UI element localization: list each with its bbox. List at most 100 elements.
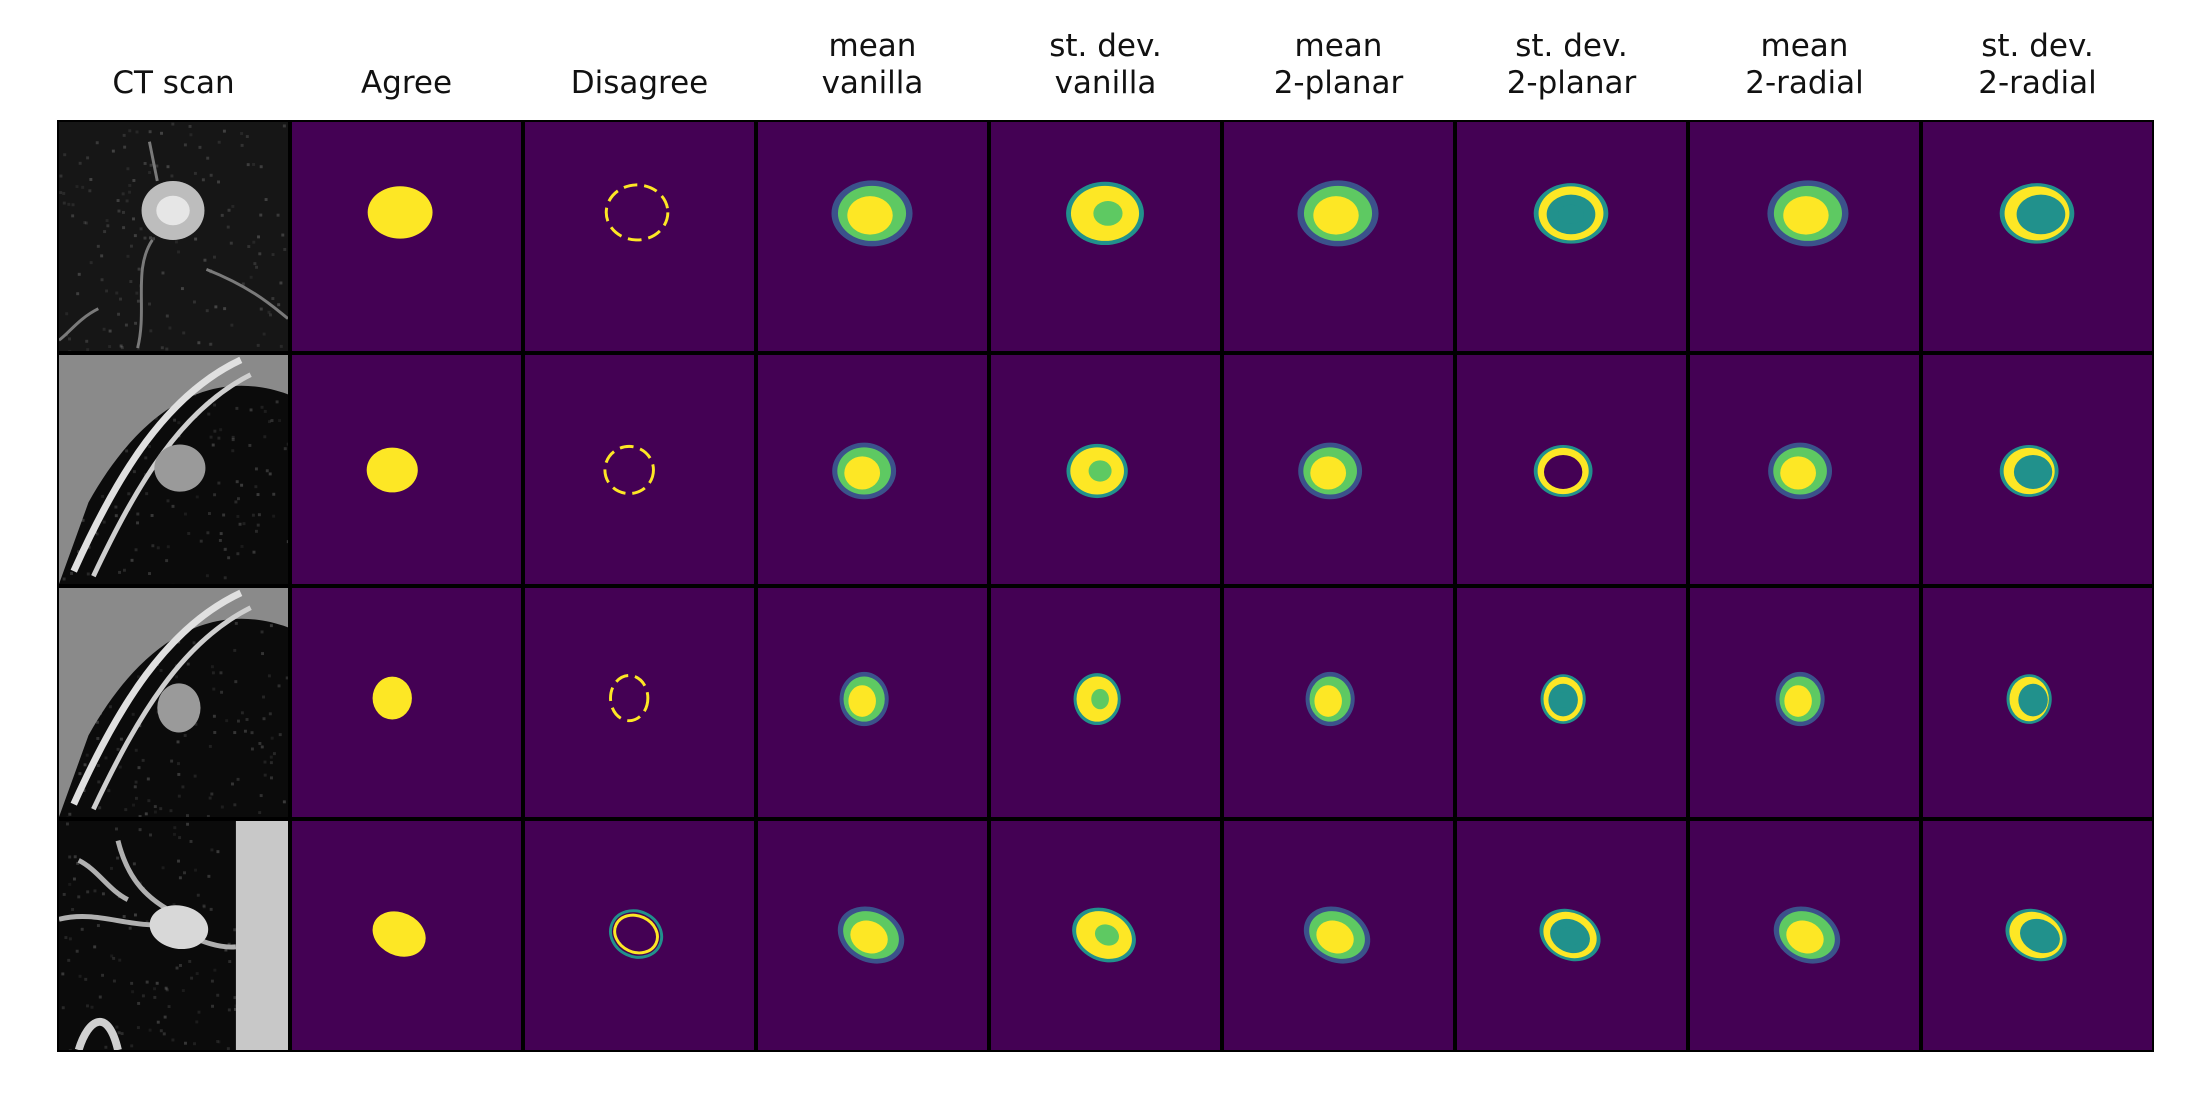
ct-noise — [121, 192, 125, 196]
ct-noise — [90, 1005, 94, 1009]
ct-noise — [209, 173, 213, 177]
ct-noise — [188, 959, 192, 963]
ct-noise — [267, 674, 271, 678]
ct-noise — [76, 861, 80, 865]
ct-noise — [213, 731, 217, 734]
disagree-outline — [609, 673, 650, 723]
ct-noise — [196, 893, 200, 897]
ct-noise — [213, 403, 217, 407]
ct-noise — [118, 765, 122, 769]
map-cell — [1455, 353, 1688, 586]
ct-noise — [172, 903, 176, 907]
ct-noise — [165, 559, 169, 563]
std-center-fill — [1558, 204, 1584, 225]
ct-noise — [248, 443, 252, 447]
ct-noise — [224, 948, 228, 952]
map-cell — [1921, 819, 2154, 1052]
ct-noise — [268, 472, 272, 476]
ct-scan-cell — [57, 120, 290, 353]
ct-noise — [240, 143, 244, 147]
ct-noise — [236, 719, 240, 723]
ct-noise — [62, 201, 66, 205]
ct-noise — [156, 546, 160, 550]
ct-noise — [216, 993, 220, 997]
ct-noise — [275, 400, 279, 404]
ct-noise — [197, 1010, 201, 1014]
ct-noise — [83, 763, 87, 767]
ct-noise — [276, 213, 280, 217]
ct-noise — [166, 545, 170, 549]
ct-noise — [252, 240, 256, 244]
nodule-core — [156, 195, 190, 226]
ct-noise — [220, 805, 224, 809]
ct-noise — [159, 1029, 163, 1033]
ct-noise — [258, 252, 262, 256]
ct-noise — [173, 826, 177, 830]
ct-noise — [63, 153, 67, 157]
ct-noise — [112, 979, 116, 983]
ct-noise — [269, 761, 273, 765]
ct-noise — [186, 822, 190, 826]
std-center-fill — [1555, 692, 1572, 708]
ct-noise — [211, 443, 215, 447]
mean-core — [1783, 196, 1829, 235]
ct-noise — [218, 538, 222, 542]
ct-noise — [88, 189, 92, 193]
ct-noise — [217, 180, 220, 184]
ct-noise — [116, 856, 120, 860]
ct-noise — [173, 418, 177, 422]
ct-noise — [263, 435, 267, 439]
ct-noise — [136, 512, 140, 516]
ct-noise — [241, 282, 245, 286]
vessel — [59, 141, 288, 349]
ct-noise — [211, 1004, 214, 1008]
ct-noise — [96, 764, 100, 768]
ct-noise — [202, 905, 206, 909]
column-title: mean 2-planar — [1273, 28, 1404, 101]
ct-noise — [110, 866, 113, 870]
ct-noise — [181, 989, 185, 993]
segmentation-map — [837, 906, 905, 964]
segmentation-map — [1540, 674, 1586, 724]
ct-noise — [151, 544, 155, 548]
ct-noise — [243, 729, 247, 733]
ct-noise — [126, 254, 130, 258]
ct-noise — [137, 1001, 141, 1005]
mean-core — [847, 196, 893, 235]
ct-noise — [177, 859, 180, 863]
segmentation-map — [1768, 442, 1833, 500]
ct-noise — [245, 135, 249, 139]
ct-noise — [277, 684, 281, 688]
ct-noise — [263, 760, 267, 764]
map-cell — [290, 586, 523, 819]
ct-noise — [217, 140, 221, 144]
ct-scan-image — [59, 122, 288, 351]
ct-noise — [212, 687, 216, 691]
ct-noise — [271, 253, 275, 257]
ct-noise — [68, 937, 72, 941]
ct-noise — [133, 234, 137, 238]
map-image — [1298, 442, 1363, 500]
ct-noise — [253, 262, 257, 266]
ct-noise — [149, 833, 152, 837]
std-center-fill — [1559, 927, 1581, 945]
std-core — [1094, 924, 1119, 946]
chest-wall — [59, 588, 288, 817]
ct-noise — [260, 630, 264, 634]
ct-noise — [209, 907, 213, 911]
ct-noise — [233, 1007, 237, 1011]
column-title: mean 2-radial — [1745, 28, 1864, 101]
segmentation-map — [372, 911, 426, 957]
ct-noise — [105, 219, 109, 223]
ct-noise — [183, 734, 187, 737]
ct-noise — [231, 449, 235, 453]
ct-noise — [259, 165, 263, 169]
ct-noise — [95, 720, 99, 724]
ct-noise — [271, 297, 275, 300]
ct-noise — [78, 974, 82, 978]
ct-noise — [222, 513, 226, 517]
map-cell — [523, 353, 756, 586]
ct-noise — [132, 217, 135, 221]
ct-noise — [161, 866, 165, 870]
ct-noise — [192, 641, 196, 645]
